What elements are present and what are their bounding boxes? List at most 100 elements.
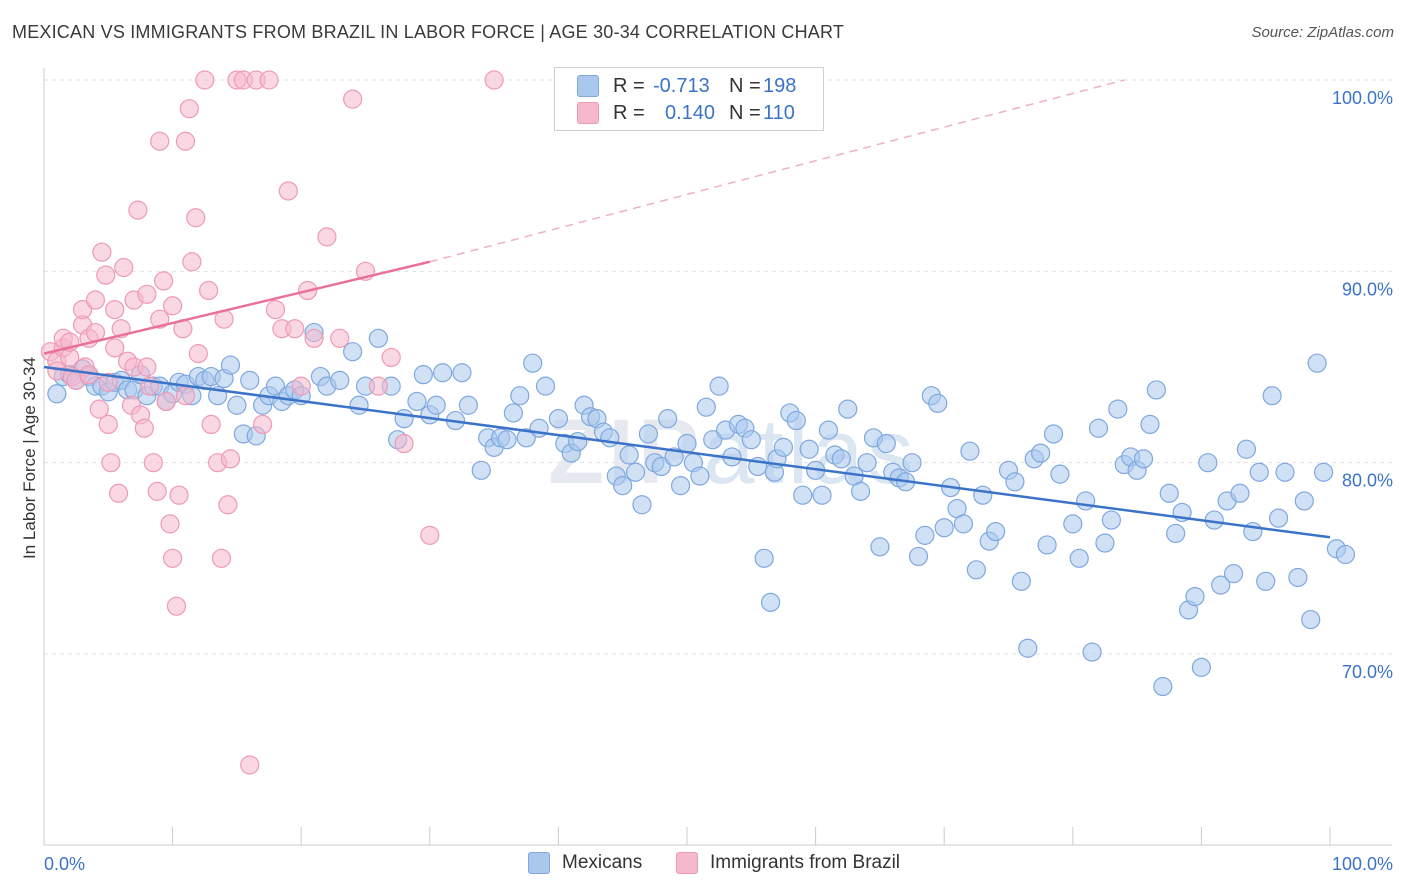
data-point-brazil xyxy=(368,376,388,396)
data-point-mexicans xyxy=(1211,575,1231,595)
data-point-mexicans xyxy=(516,428,536,448)
data-point-mexicans xyxy=(568,432,588,452)
data-point-mexicans xyxy=(818,420,839,440)
data-point-mexicans xyxy=(600,428,620,448)
data-point-mexicans xyxy=(1185,586,1205,607)
data-point-brazil xyxy=(153,271,174,291)
data-point-mexicans xyxy=(670,476,691,496)
data-point-mexicans xyxy=(1262,386,1282,406)
data-point-brazil xyxy=(92,242,112,262)
data-point-mexicans xyxy=(413,365,433,385)
data-point-mexicans xyxy=(1301,609,1321,630)
data-point-mexicans xyxy=(703,430,723,450)
correlation-legend: R = -0.713 N = 198 R = 0.140 N = 110 xyxy=(554,67,824,131)
data-point-brazil xyxy=(137,284,157,304)
data-point-brazil xyxy=(105,300,125,320)
data-point-mexicans xyxy=(786,410,806,431)
data-point-mexicans xyxy=(1108,399,1128,419)
series-legend-label: Mexicans xyxy=(562,852,643,873)
data-point-mexicans xyxy=(1133,449,1154,469)
data-point-brazil xyxy=(484,70,504,90)
data-point-mexicans xyxy=(690,466,710,486)
data-point-mexicans xyxy=(960,441,980,461)
y-tick-label: 70.0% xyxy=(1342,662,1393,682)
data-point-mexicans xyxy=(613,476,633,496)
data-point-mexicans xyxy=(330,370,350,390)
data-point-mexicans xyxy=(838,399,858,419)
data-point-mexicans xyxy=(407,391,427,412)
data-point-brazil xyxy=(201,414,221,434)
data-point-mexicans xyxy=(220,355,241,375)
data-point-brazil xyxy=(420,525,440,545)
trendline-brazil xyxy=(43,260,431,355)
data-point-mexicans xyxy=(709,376,729,396)
series-swatch-pink xyxy=(676,852,698,874)
data-point-mexicans xyxy=(458,395,478,415)
data-point-mexicans xyxy=(1069,548,1089,568)
y-tick-label: 90.0% xyxy=(1342,279,1393,299)
data-point-brazil xyxy=(134,418,154,438)
data-point-mexicans xyxy=(503,403,523,423)
data-point-mexicans xyxy=(619,445,639,465)
data-point-mexicans xyxy=(1063,514,1083,534)
data-point-mexicans xyxy=(908,546,929,567)
data-point-mexicans xyxy=(1198,453,1218,473)
data-point-brazil xyxy=(220,449,241,469)
data-point-brazil xyxy=(175,386,196,406)
data-point-mexicans xyxy=(1223,564,1244,584)
data-point-brazil xyxy=(166,596,187,616)
data-point-mexicans xyxy=(966,560,986,580)
data-point-brazil xyxy=(85,290,106,310)
data-point-mexicans xyxy=(651,456,671,477)
legend-row-brazil: R = 0.140 N = 110 xyxy=(577,100,795,126)
data-point-brazil xyxy=(285,319,305,339)
data-point-brazil xyxy=(175,131,196,151)
data-point-mexicans xyxy=(658,409,678,429)
legend-n-value: 198 xyxy=(763,74,797,97)
data-point-brazil xyxy=(150,309,170,329)
data-point-mexicans xyxy=(1031,443,1051,463)
legend-swatch-blue xyxy=(577,75,599,97)
data-point-brazil xyxy=(343,89,363,109)
x-tick-label: 0.0% xyxy=(44,854,85,874)
data-point-mexicans xyxy=(343,342,363,362)
data-point-mexicans xyxy=(986,521,1006,542)
data-point-mexicans xyxy=(1294,491,1314,511)
data-point-mexicans xyxy=(1249,462,1269,482)
data-point-mexicans xyxy=(799,439,819,459)
data-point-mexicans xyxy=(1011,571,1031,591)
legend-r-label: R = xyxy=(613,74,645,97)
data-point-mexicans xyxy=(915,525,935,545)
data-point-brazil xyxy=(186,208,206,228)
data-point-mexicans xyxy=(664,447,684,467)
legend-n-label: N = xyxy=(729,101,761,124)
data-point-mexicans xyxy=(638,424,659,444)
data-point-brazil xyxy=(137,357,157,377)
data-point-mexicans xyxy=(1191,657,1212,677)
data-point-brazil xyxy=(114,257,134,278)
data-point-brazil xyxy=(317,227,337,247)
data-point-brazil xyxy=(98,372,118,392)
data-point-mexicans xyxy=(452,363,472,383)
data-point-mexicans xyxy=(368,328,388,348)
data-point-mexicans xyxy=(696,397,716,417)
data-point-mexicans xyxy=(760,592,781,612)
data-point-mexicans xyxy=(754,548,774,568)
data-point-brazil xyxy=(188,344,208,364)
data-point-brazil xyxy=(218,495,238,515)
data-point-mexicans xyxy=(426,395,446,415)
data-point-brazil xyxy=(89,399,109,419)
data-point-mexicans xyxy=(1313,462,1334,482)
data-point-mexicans xyxy=(1140,414,1160,434)
data-point-mexicans xyxy=(1095,533,1115,553)
y-tick-label: 100.0% xyxy=(1332,88,1393,108)
x-tick-label: 100.0% xyxy=(1332,854,1393,874)
trendline-extension xyxy=(429,79,1125,263)
data-point-mexicans xyxy=(1288,567,1308,588)
series-legend-mexicans: Mexicans xyxy=(528,852,642,874)
data-point-mexicans xyxy=(928,393,948,413)
data-point-brazil xyxy=(163,548,183,568)
source-label: Source: ZipAtlas.com xyxy=(1251,24,1394,41)
series-legend-label: Immigrants from Brazil xyxy=(710,852,901,873)
